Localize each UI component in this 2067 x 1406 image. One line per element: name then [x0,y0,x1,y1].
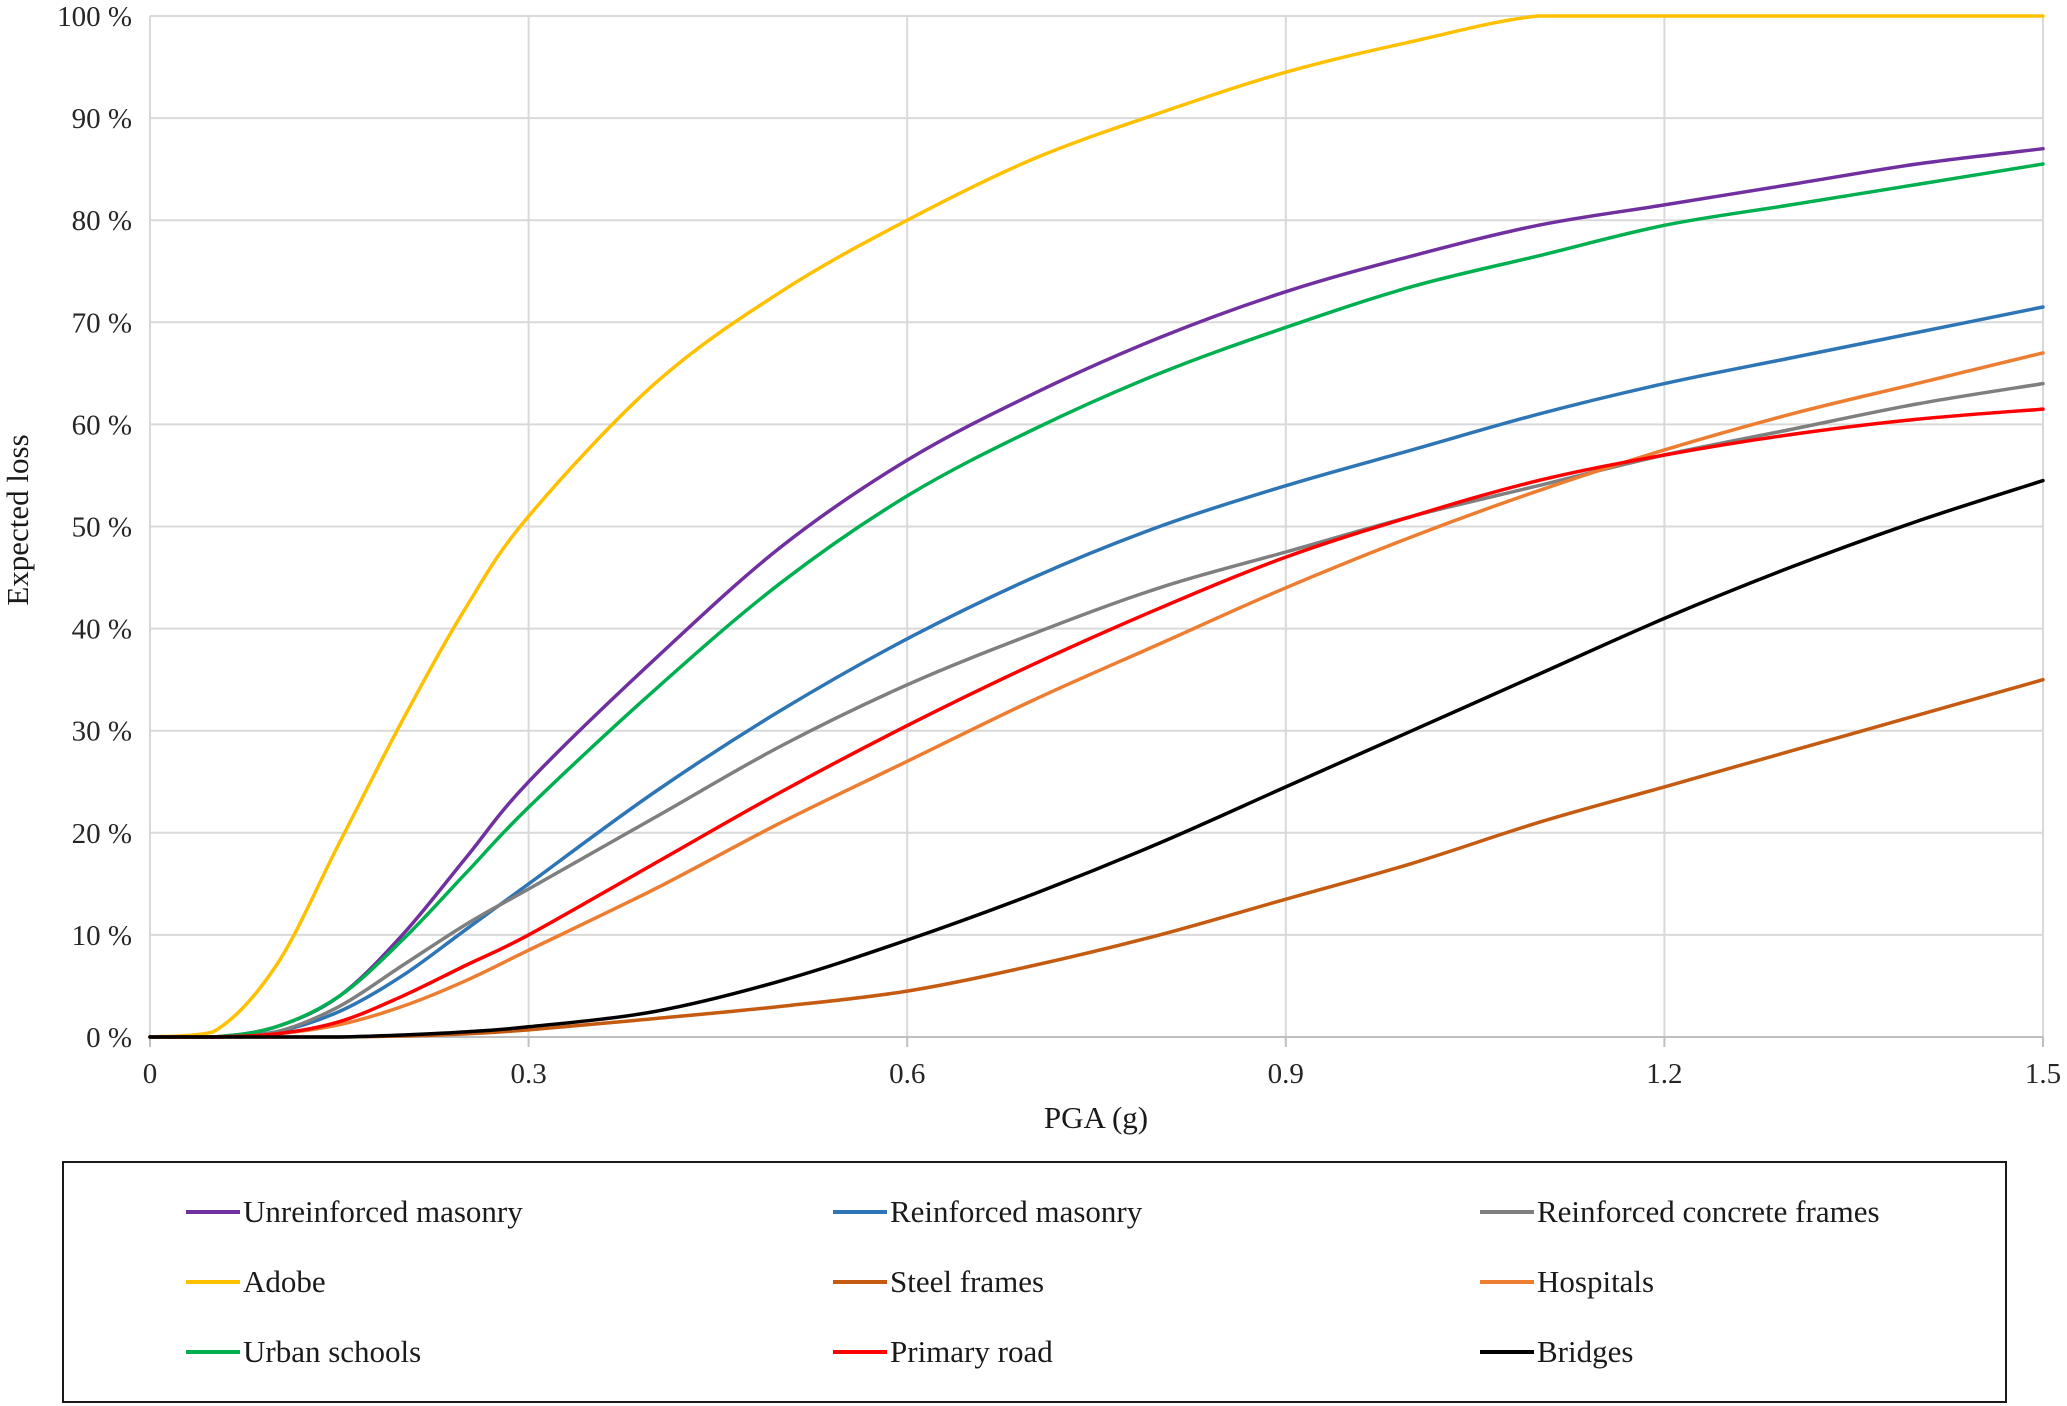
y-tick-label: 20 % [72,818,132,850]
x-axis-title: PGA (g) [1044,1100,1148,1135]
y-axis-title: Expected loss [0,434,35,605]
y-tick-label: 50 % [72,512,132,544]
y-tick-label: 80 % [72,205,132,237]
axis-tick-labels: 0 % 10 % 20 % 30 % 40 % 50 % 60 % 70 % 80 % 90 % 1… [57,1,2061,1090]
y-tick-label: 10 % [72,920,132,952]
legend-label: Adobe [243,1264,326,1299]
legend-line-swatch [1480,1210,1534,1214]
legend-label: Hospitals [1537,1264,1655,1299]
y-tick-label: 70 % [72,307,132,339]
series-line-unreinforced-masonry [148,146,2045,1039]
x-tick-label: 0 [143,1058,158,1090]
series-line-reinforced-concrete-frames [148,381,2045,1039]
y-tick-label: 0 % [86,1022,132,1054]
x-tick-label: 0.9 [1268,1058,1304,1090]
x-tick-label: 1.5 [2025,1058,2061,1090]
legend-line-swatch [1480,1280,1534,1284]
series-line-bridges [148,478,2045,1039]
legend-line-swatch [186,1350,240,1354]
x-tick-label: 0.3 [510,1058,546,1090]
y-tick-label: 90 % [72,103,132,135]
legend-label: Bridges [1537,1334,1634,1369]
series-line-reinforced-masonry [148,305,2045,1039]
x-tick-label: 1.2 [1646,1058,1682,1090]
series-line-primary-road [148,407,2045,1039]
x-tick-label: 0.6 [889,1058,925,1090]
legend: Unreinforced masonry Reinforced masonry Re… [62,1161,2007,1403]
legend-label: Reinforced masonry [890,1194,1143,1229]
legend-line-swatch [186,1210,240,1214]
legend-item-adobe: Adobe [64,1247,711,1317]
legend-item-steel-frames: Steel frames [711,1247,1358,1317]
legend-item-urban-schools: Urban schools [64,1317,711,1387]
series-line-steel-frames [148,677,2045,1039]
legend-line-swatch [833,1350,887,1354]
legend-item-reinforced-masonry: Reinforced masonry [711,1177,1358,1247]
legend-item-hospitals: Hospitals [1358,1247,2005,1317]
y-tick-label: 40 % [72,614,132,646]
y-tick-label: 60 % [72,409,132,441]
legend-item-unreinforced-masonry: Unreinforced masonry [64,1177,711,1247]
legend-line-swatch [833,1280,887,1284]
series-line-hospitals [148,351,2045,1039]
legend-line-swatch [833,1210,887,1214]
series-line-adobe [148,14,2045,1039]
legend-label: Unreinforced masonry [243,1194,523,1229]
legend-label: Primary road [890,1334,1053,1369]
gridlines [149,15,2044,1047]
chart-canvas: 0 % 10 % 20 % 30 % 40 % 50 % 60 % 70 % 80 % 90 % 1… [0,1,2061,1135]
legend-line-swatch [186,1280,240,1284]
legend-item-bridges: Bridges [1358,1317,2005,1387]
legend-label: Steel frames [890,1264,1045,1299]
legend-line-swatch [1480,1350,1534,1354]
legend-item-reinforced-concrete-frames: Reinforced concrete frames [1358,1177,2005,1247]
y-tick-label: 100 % [57,1,132,33]
legend-label: Urban schools [243,1334,422,1369]
series-line-urban-schools [148,162,2045,1039]
legend-label: Reinforced concrete frames [1537,1194,1880,1229]
y-tick-label: 30 % [72,716,132,748]
legend-item-primary-road: Primary road [711,1317,1358,1387]
series-lines [148,14,2045,1039]
